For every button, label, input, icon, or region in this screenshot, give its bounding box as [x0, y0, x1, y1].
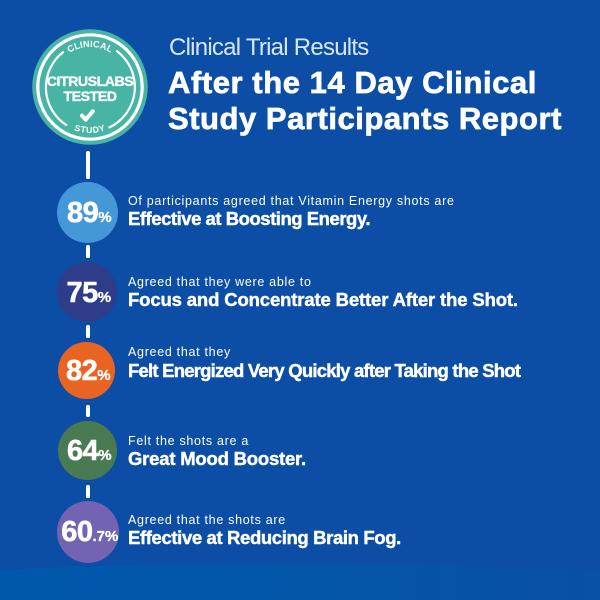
svg-text:CLINICAL: CLINICAL [66, 39, 115, 55]
svg-text:STUDY: STUDY [73, 123, 106, 135]
svg-text:TESTED: TESTED [64, 89, 117, 105]
svg-text:CITRUSLABS: CITRUSLABS [47, 74, 133, 90]
